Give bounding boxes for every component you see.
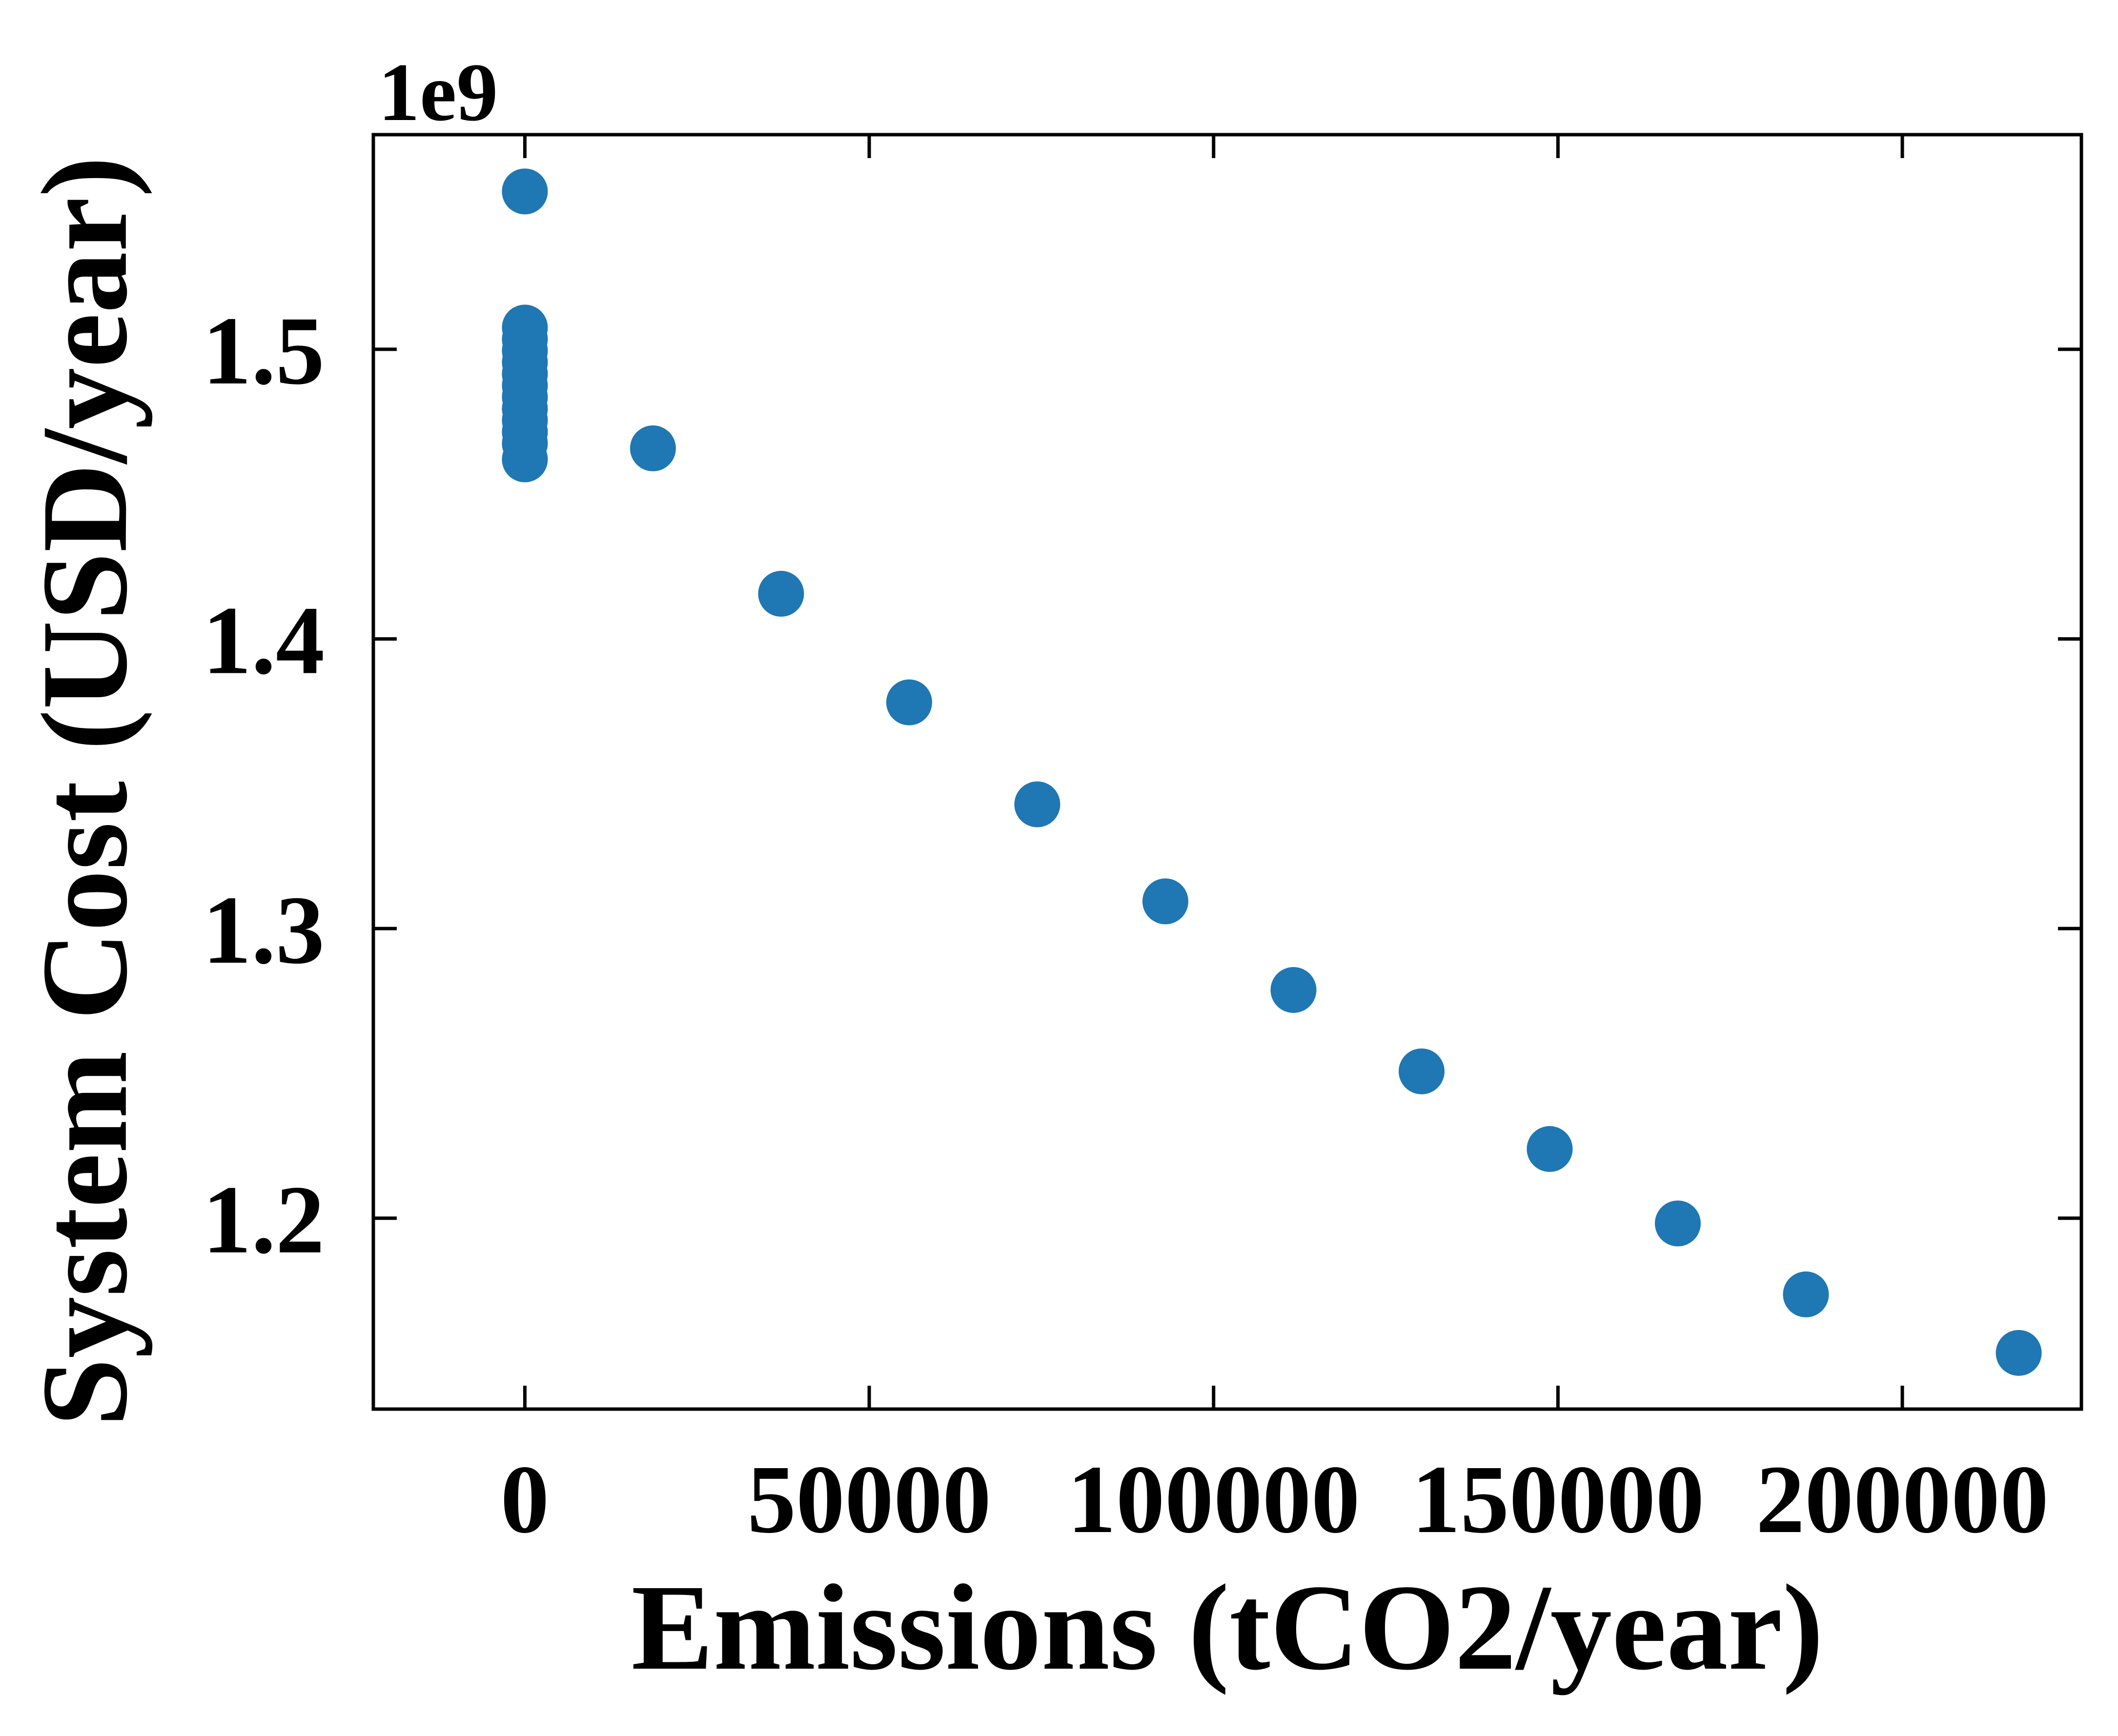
data-point — [1270, 967, 1317, 1013]
y-axis-offset-label: 1e9 — [378, 46, 498, 138]
data-point — [1014, 781, 1060, 828]
data-point — [1654, 1200, 1701, 1247]
data-point — [1783, 1271, 1829, 1317]
data-point — [886, 679, 932, 726]
ticks-layer — [373, 135, 2081, 1409]
x-axis-title: Emissions (tCO2/year) — [631, 1559, 1824, 1696]
data-point — [1527, 1126, 1573, 1172]
x-tick-label: 50000 — [747, 1446, 991, 1554]
y-tick-label: 1.4 — [203, 587, 325, 695]
y-axis-title: System Cost (USD/year) — [16, 156, 153, 1427]
x-tick-label: 100000 — [1067, 1446, 1360, 1554]
data-point — [630, 425, 676, 471]
data-point — [502, 436, 548, 483]
data-point — [502, 168, 548, 215]
x-tick-label: 200000 — [1756, 1446, 2049, 1554]
x-tick-label: 150000 — [1411, 1446, 1704, 1554]
points-layer — [502, 168, 2042, 1376]
data-point — [1142, 878, 1188, 925]
y-tick-label: 1.5 — [203, 297, 325, 405]
y-tick-label: 1.2 — [203, 1166, 325, 1274]
y-tick-label: 1.3 — [203, 876, 325, 984]
plot-area-frame — [371, 133, 2083, 1411]
data-point — [1996, 1330, 2042, 1376]
data-point — [758, 570, 804, 617]
labels-layer: 0 50000 100000 150000 200000 1.2 1.3 1.4 1.5 — [203, 297, 2049, 1554]
data-point — [1398, 1048, 1445, 1094]
x-tick-label: 0 — [500, 1446, 549, 1554]
